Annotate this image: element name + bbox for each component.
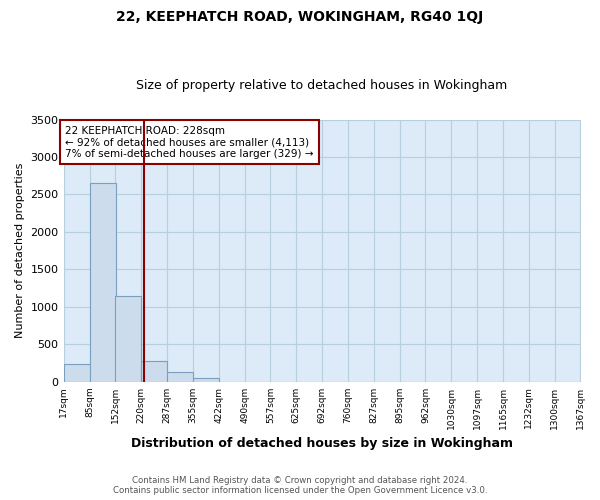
Text: Contains HM Land Registry data © Crown copyright and database right 2024.
Contai: Contains HM Land Registry data © Crown c… bbox=[113, 476, 487, 495]
Y-axis label: Number of detached properties: Number of detached properties bbox=[15, 163, 25, 338]
Bar bbox=[193, 378, 219, 382]
Title: Size of property relative to detached houses in Wokingham: Size of property relative to detached ho… bbox=[136, 79, 508, 92]
X-axis label: Distribution of detached houses by size in Wokingham: Distribution of detached houses by size … bbox=[131, 437, 513, 450]
Bar bbox=[115, 296, 141, 382]
Bar bbox=[141, 360, 167, 382]
Bar bbox=[167, 372, 193, 382]
Bar bbox=[89, 183, 116, 382]
Bar bbox=[64, 364, 89, 382]
Text: 22, KEEPHATCH ROAD, WOKINGHAM, RG40 1QJ: 22, KEEPHATCH ROAD, WOKINGHAM, RG40 1QJ bbox=[116, 10, 484, 24]
Text: 22 KEEPHATCH ROAD: 228sqm
← 92% of detached houses are smaller (4,113)
7% of sem: 22 KEEPHATCH ROAD: 228sqm ← 92% of detac… bbox=[65, 126, 314, 158]
